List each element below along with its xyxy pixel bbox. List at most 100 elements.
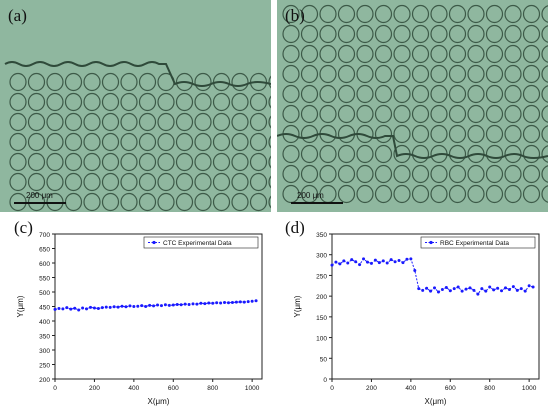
pillar: [268, 155, 271, 169]
pillar: [485, 184, 504, 204]
pillar: [374, 64, 393, 84]
pillar: [138, 172, 157, 192]
pillar: [83, 192, 101, 212]
pillar: [467, 184, 485, 204]
x-tick-label: 200: [366, 385, 377, 392]
data-point: [85, 307, 89, 311]
y-tick-label: 200: [316, 294, 327, 301]
pillar: [231, 192, 249, 212]
data-point: [527, 284, 531, 288]
pillar: [282, 104, 300, 124]
data-point: [88, 305, 92, 309]
pillar: [175, 92, 194, 112]
chart-d-svg: 0 50 100 150 200 250 300 350 0 200 400 600 800 1000 X(…: [293, 232, 540, 406]
pillar: [9, 92, 27, 112]
data-point: [211, 301, 215, 305]
data-point: [531, 285, 535, 289]
pillar: [393, 44, 411, 64]
data-point: [53, 307, 57, 311]
data-point: [57, 307, 61, 311]
pillar: [337, 4, 356, 24]
pillar: [411, 144, 430, 164]
y-tick-label: 350: [39, 334, 50, 341]
data-point: [429, 289, 433, 293]
pillar: [411, 164, 430, 184]
pillar: [46, 152, 64, 172]
pillar: [485, 24, 504, 44]
series-line: [331, 258, 534, 295]
pillar: [430, 84, 448, 104]
data-point: [393, 260, 397, 264]
y-tick-label: 350: [316, 232, 327, 239]
pillar: [485, 144, 504, 164]
data-point: [238, 300, 242, 304]
pillar: [101, 92, 120, 112]
pillar: [430, 64, 448, 84]
pillar: [356, 104, 374, 124]
chart-c: (c) 200 250 300 350 400 450 500 550 600 650 700 0 20…: [0, 218, 270, 413]
pillar: [194, 172, 212, 192]
pillar: [194, 92, 212, 112]
pillar: [83, 172, 101, 192]
pillar: [541, 105, 548, 123]
pillar: [249, 132, 268, 152]
pillar: [300, 64, 319, 84]
data-point: [112, 305, 116, 309]
x-tick-label: 600: [168, 385, 179, 392]
pillar: [448, 144, 467, 164]
data-point: [460, 289, 464, 293]
data-point: [179, 303, 183, 307]
pillar: [138, 72, 157, 92]
pillar: [374, 84, 393, 104]
data-point: [436, 290, 440, 294]
pillar: [120, 72, 138, 92]
pillar: [9, 72, 27, 92]
pillar: [46, 132, 64, 152]
x-tick-label: 1000: [245, 385, 260, 392]
pillar: [319, 64, 337, 84]
data-point: [496, 286, 500, 290]
data-point: [369, 261, 373, 265]
y-tick-label: 300: [39, 348, 50, 355]
data-point: [523, 289, 527, 293]
data-point: [456, 285, 460, 289]
x-axis-label: X(μm): [148, 397, 170, 406]
pillar: [282, 144, 300, 164]
data-point: [373, 258, 377, 262]
pillar: [430, 44, 448, 64]
x-tick-label: 400: [128, 385, 139, 392]
data-point: [358, 263, 362, 267]
pillar: [393, 84, 411, 104]
y-tick-label: 0: [323, 377, 327, 384]
legend-label: RBC Experimental Data: [440, 240, 509, 247]
data-point: [230, 300, 234, 304]
y-tick-label: 300: [316, 253, 327, 260]
data-point: [401, 261, 405, 265]
data-point: [128, 304, 132, 308]
pillar: [430, 24, 448, 44]
y-tick-label: 250: [316, 273, 327, 280]
pillar: [485, 164, 504, 184]
data-point: [365, 260, 369, 264]
pillar: [231, 152, 249, 172]
data-point: [425, 286, 429, 290]
pillar: [120, 132, 138, 152]
pillar: [485, 104, 504, 124]
pillar: [27, 92, 46, 112]
data-point: [246, 300, 250, 304]
x-tick-label: 800: [484, 385, 495, 392]
pillar: [138, 152, 157, 172]
data-point: [116, 305, 120, 309]
data-point: [448, 289, 452, 293]
pillar: [249, 92, 268, 112]
plot-frame: [331, 233, 540, 380]
data-point: [250, 299, 254, 303]
pillar: [541, 145, 548, 163]
data-point: [338, 262, 342, 266]
pillar: [541, 5, 548, 23]
data-point: [108, 305, 112, 309]
pillar: [282, 24, 300, 44]
data-point: [519, 287, 523, 291]
pillar: [249, 192, 268, 212]
pillar: [282, 44, 300, 64]
